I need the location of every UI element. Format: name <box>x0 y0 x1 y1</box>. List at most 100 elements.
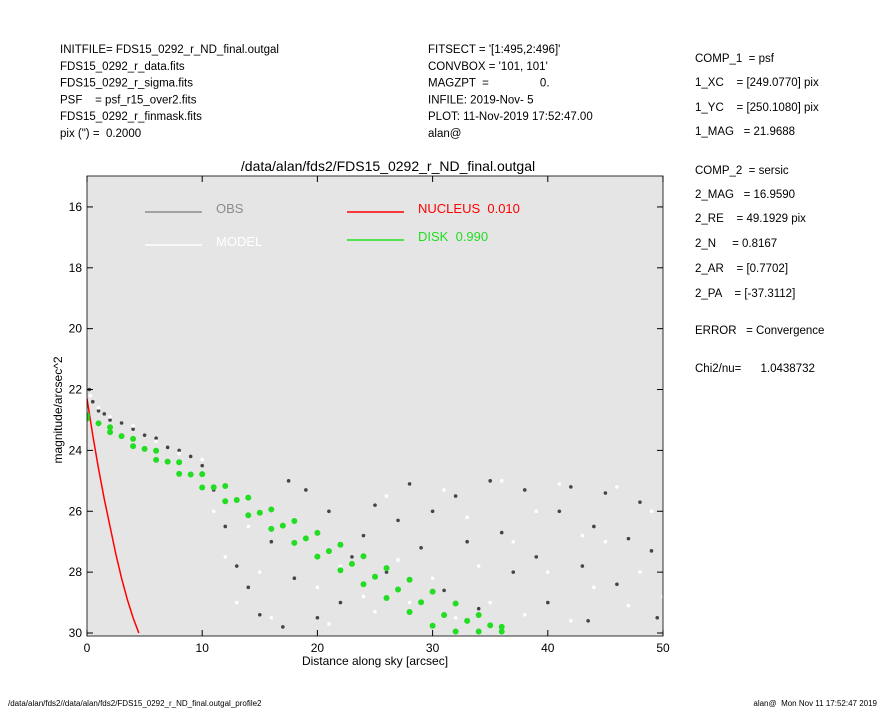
data-point <box>384 570 389 574</box>
data-point <box>108 415 112 419</box>
data-point <box>96 405 101 410</box>
data-point <box>281 625 285 629</box>
data-point <box>511 539 516 544</box>
x-tick-label: 0 <box>84 641 91 655</box>
fit-parameter: 2_PA = [-37.3112] <box>695 288 795 300</box>
data-point <box>269 539 274 544</box>
data-point <box>177 451 181 456</box>
x-tick-label: 30 <box>426 641 440 655</box>
data-point <box>407 600 412 605</box>
header-line: CONVBOX = '101, 101' <box>428 61 548 73</box>
data-point <box>258 570 262 574</box>
data-point <box>188 454 193 459</box>
fit-parameter: 1_MAG = 21.9688 <box>695 126 795 138</box>
data-point <box>102 412 107 416</box>
data-point <box>580 533 585 538</box>
data-point <box>649 509 654 514</box>
data-point <box>314 553 321 560</box>
data-point <box>233 497 240 504</box>
data-point <box>315 585 320 590</box>
legend-label: OBS <box>216 201 244 216</box>
data-point <box>499 530 504 535</box>
data-point <box>626 603 631 608</box>
data-point <box>87 415 90 422</box>
data-point <box>586 619 590 623</box>
data-point <box>429 588 436 595</box>
data-point <box>291 539 298 546</box>
data-point <box>546 570 550 574</box>
data-point <box>603 539 608 544</box>
fit-parameter: 1_YC = [250.1080] pix <box>695 102 819 114</box>
y-tick-label: 28 <box>69 565 83 579</box>
data-point <box>407 482 412 486</box>
data-point <box>314 529 321 536</box>
data-point <box>476 606 481 611</box>
data-point <box>406 576 413 583</box>
y-tick-label: 30 <box>69 626 83 640</box>
y-tick-label: 16 <box>69 200 83 214</box>
header-line: pix (") = 0.2000 <box>60 128 141 140</box>
data-point <box>465 515 469 520</box>
x-axis-label: Distance along sky [arcsec] <box>302 654 448 668</box>
data-point <box>118 433 125 440</box>
y-tick-label: 18 <box>69 261 83 275</box>
data-point <box>592 524 596 529</box>
data-point <box>96 409 101 413</box>
data-point <box>488 600 493 605</box>
data-point <box>546 600 550 605</box>
data-point <box>475 612 482 619</box>
fit-parameter: 2_MAG = 16.9590 <box>695 189 795 201</box>
data-point <box>199 484 206 491</box>
data-point <box>304 488 308 492</box>
x-tick-label: 10 <box>196 641 210 655</box>
data-point <box>200 457 204 462</box>
data-point <box>442 588 446 593</box>
data-point <box>569 485 573 489</box>
data-point <box>452 600 459 607</box>
data-point <box>210 484 217 491</box>
legend-label: DISK 0.990 <box>418 229 488 244</box>
data-point <box>327 622 331 626</box>
data-point <box>475 628 482 635</box>
x-tick-label: 50 <box>656 641 670 655</box>
x-tick-label: 40 <box>541 641 555 655</box>
fit-parameter: 2_RE = 49.1929 pix <box>695 213 806 225</box>
data-point <box>603 491 608 495</box>
y-axis-label: magnitude/arcsec^2 <box>51 356 65 463</box>
data-point <box>569 619 573 623</box>
data-point <box>141 445 148 452</box>
data-point <box>430 576 435 581</box>
data-point <box>327 509 331 514</box>
footer-left: /data/alan/fds2//data/alan/fds2/FDS15_02… <box>8 699 262 708</box>
data-point <box>130 443 137 450</box>
data-point <box>246 524 251 529</box>
data-point <box>154 436 158 441</box>
data-point <box>286 479 291 483</box>
data-point <box>396 558 400 562</box>
data-point <box>383 565 390 572</box>
data-point <box>395 586 402 593</box>
data-point <box>88 393 93 398</box>
data-point <box>465 539 469 544</box>
data-point <box>222 498 229 505</box>
header-line: INFILE: 2019-Nov- 5 <box>428 94 533 106</box>
data-point <box>90 399 95 404</box>
legend-label: MODEL <box>216 234 262 249</box>
data-point <box>661 594 663 599</box>
x-tick-label: 20 <box>311 641 325 655</box>
data-point <box>655 615 660 620</box>
data-point <box>177 448 181 453</box>
data-point <box>187 471 194 478</box>
header-line: MAGZPT = 0. <box>428 78 550 90</box>
chart-title: /data/alan/fds2/FDS15_0292_r_ND_final.ou… <box>241 158 535 174</box>
y-tick-label: 22 <box>69 383 83 397</box>
data-point <box>199 471 206 478</box>
data-point <box>429 622 436 629</box>
fit-parameter: COMP_2 = sersic <box>695 165 789 177</box>
data-point <box>453 494 458 498</box>
y-tick-label: 26 <box>69 504 83 518</box>
header-line: PSF = psf_r15_over2.fits <box>60 94 197 106</box>
data-point <box>130 435 137 442</box>
y-tick-label: 24 <box>69 443 83 457</box>
data-point <box>222 483 229 490</box>
